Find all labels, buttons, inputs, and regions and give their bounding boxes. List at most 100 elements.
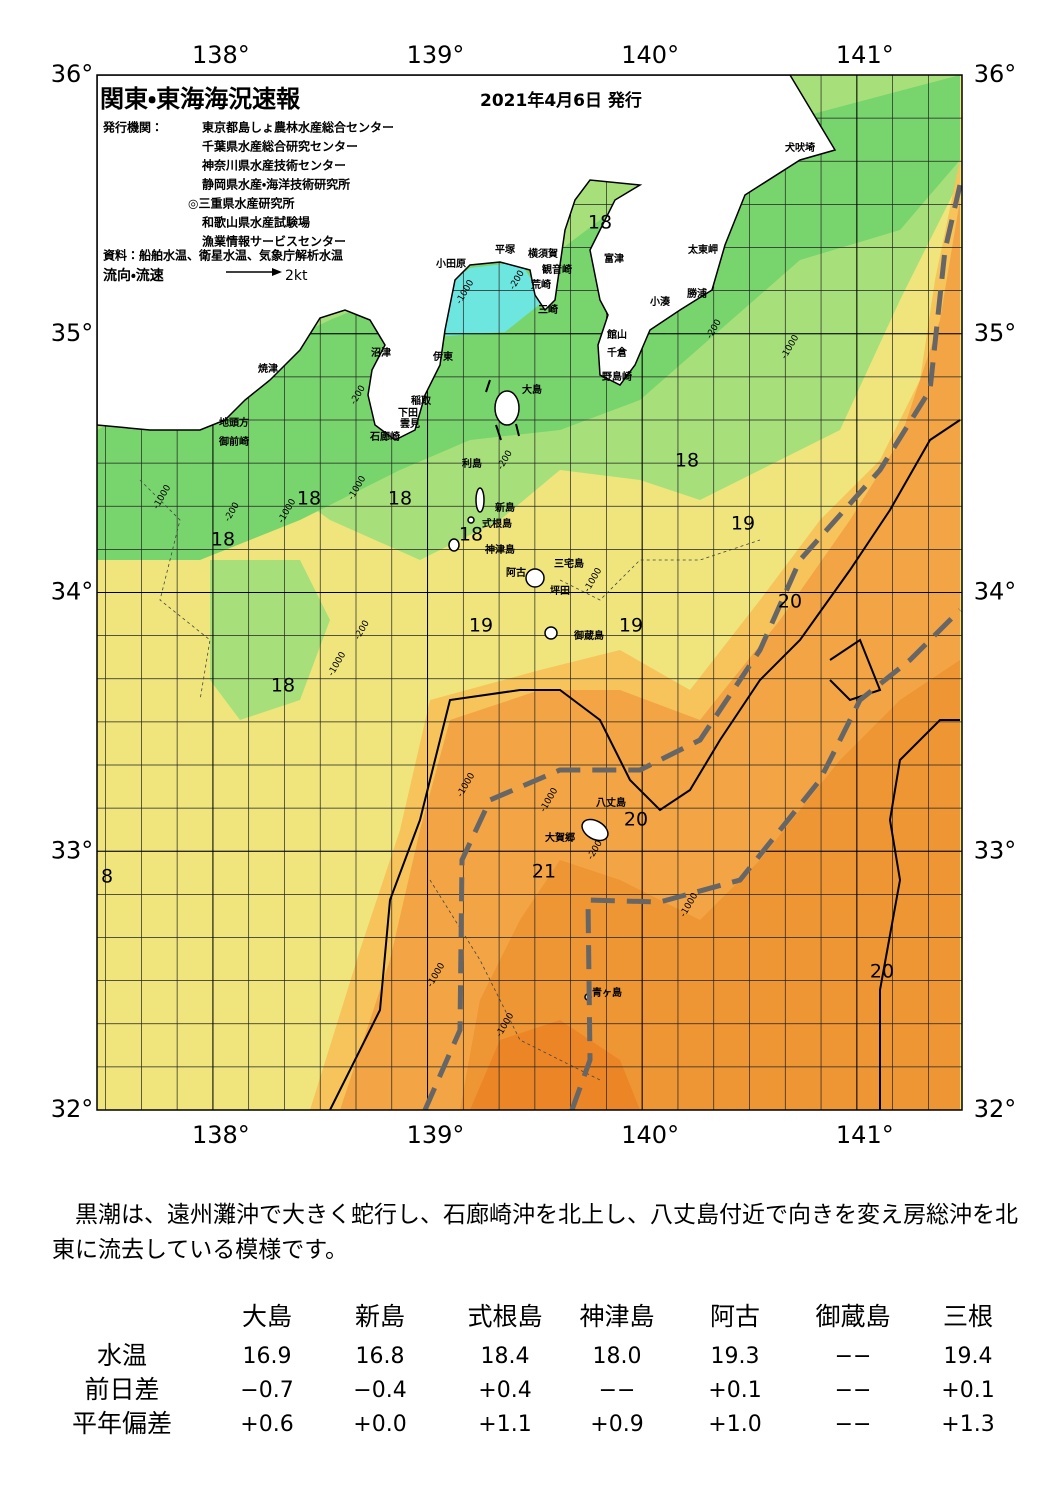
place-name: 横須賀 xyxy=(528,247,558,260)
legend-arrowhead xyxy=(272,268,282,276)
place-name: 式根島 xyxy=(482,517,512,530)
place-name: 観音崎 xyxy=(542,263,572,276)
table-cell: −0.4 xyxy=(353,1378,406,1403)
table-header: 大島 xyxy=(242,1302,292,1331)
place-name: 大島 xyxy=(522,383,542,396)
place-name: 下田 xyxy=(398,407,418,419)
temperature-label: 18 xyxy=(388,488,412,510)
place-name: 三宅島 xyxy=(554,557,584,570)
place-name: 地頭方 xyxy=(219,416,249,429)
y-tick-label: 36° xyxy=(974,60,1017,88)
temperature-label: 19 xyxy=(619,615,643,637)
issuer-label: 発行機関： xyxy=(102,120,163,135)
row-label: 前日差 xyxy=(84,1375,159,1404)
y-tick-label: 34° xyxy=(51,578,94,606)
y-tick-label: 35° xyxy=(974,319,1017,347)
x-tick-label: 139° xyxy=(407,1121,465,1149)
island xyxy=(544,626,558,640)
temperature-label: 8 xyxy=(101,866,113,888)
table-cell: 19.4 xyxy=(944,1344,993,1369)
sea-cyan xyxy=(440,262,545,336)
table-cell: 16.8 xyxy=(356,1344,405,1369)
island xyxy=(475,487,485,513)
place-name: 石廊崎 xyxy=(369,430,400,443)
kuroshio-line xyxy=(422,184,962,1110)
y-tick-label: 36° xyxy=(51,60,94,88)
table-header: 三根 xyxy=(943,1302,993,1331)
sea-temperature-map xyxy=(97,75,962,1110)
temperature-label: 18 xyxy=(588,212,612,234)
place-name: 荒崎 xyxy=(530,278,551,291)
table-cell: −− xyxy=(835,1378,872,1403)
island xyxy=(494,390,520,426)
temperature-label: 18 xyxy=(271,675,295,697)
issuer: ◎三重県水産研究所 xyxy=(188,196,294,211)
flow-arrow xyxy=(515,423,520,437)
issuer: 東京都島しょ農林水産総合センター xyxy=(202,120,394,135)
island xyxy=(448,538,460,552)
table-cell: +1.1 xyxy=(478,1412,531,1437)
place-name: 雲見 xyxy=(400,418,420,430)
table-cell: +1.3 xyxy=(941,1412,994,1437)
island xyxy=(467,516,475,524)
place-name: 焼津 xyxy=(258,362,278,375)
temperature-label: 18 xyxy=(459,524,483,546)
depth-line xyxy=(139,479,211,701)
table-header: 新島 xyxy=(355,1302,405,1331)
legend-speed: 2kt xyxy=(285,268,308,284)
temperature-label: 18 xyxy=(675,450,699,472)
table-cell: +0.1 xyxy=(941,1378,994,1403)
place-name: 野島崎 xyxy=(602,370,632,383)
issuer: 和歌山県水産試験場 xyxy=(201,215,310,230)
place-name: 大賀郷 xyxy=(545,831,575,844)
place-name: 小湊 xyxy=(649,295,671,308)
y-tick-label: 32° xyxy=(974,1095,1017,1123)
table-cell: 18.4 xyxy=(481,1344,530,1369)
contour-line xyxy=(829,638,882,702)
table-cell: −− xyxy=(835,1412,872,1437)
flow-arrow xyxy=(485,379,491,393)
table-header: 阿古 xyxy=(710,1302,760,1331)
place-name: 伊東 xyxy=(432,350,453,363)
issue-date: 2021年4月6日 発行 xyxy=(480,90,642,111)
place-name: 館山 xyxy=(606,328,627,341)
y-tick-label: 33° xyxy=(51,836,94,864)
map-title: 関東・東海海況速報 xyxy=(100,85,301,113)
issuer: 静岡県水産・海洋技術研究所 xyxy=(202,177,350,192)
y-tick-label: 35° xyxy=(51,319,94,347)
contours xyxy=(329,419,961,1110)
temperature-label: 19 xyxy=(731,513,755,535)
kuroshio-axis xyxy=(422,184,962,1110)
temperature-label: 18 xyxy=(211,529,235,551)
place-name: 利島 xyxy=(462,457,482,470)
table-cell: −− xyxy=(599,1378,636,1403)
summary-text: 黒潮は、遠州灘沖で大きく蛇行し、石廊崎沖を北上し、八丈島付近で向きを変え房総沖を… xyxy=(52,1202,1018,1263)
row-label: 水温 xyxy=(97,1341,147,1370)
x-tick-label: 141° xyxy=(836,1121,894,1149)
place-name: 新島 xyxy=(494,501,515,514)
issuer: 神奈川県水産技術センター xyxy=(201,158,346,173)
temperature-label: 18 xyxy=(297,488,321,510)
land xyxy=(97,75,837,441)
y-tick-label: 33° xyxy=(974,836,1017,864)
table-cell: −− xyxy=(835,1344,872,1369)
place-name: 三崎 xyxy=(538,303,558,316)
island xyxy=(525,568,545,588)
table-cell: 16.9 xyxy=(243,1344,292,1369)
row-label: 平年偏差 xyxy=(72,1409,172,1438)
place-name: 太東岬 xyxy=(687,243,718,256)
depth-line xyxy=(559,539,761,601)
x-tick-label: 139° xyxy=(407,41,465,69)
x-tick-label: 138° xyxy=(192,41,250,69)
x-tick-label: 138° xyxy=(192,1121,250,1149)
islands xyxy=(448,390,609,1001)
place-name: 稲取 xyxy=(411,394,432,407)
temperature-label: 19 xyxy=(469,615,493,637)
x-tick-label: 140° xyxy=(621,41,679,69)
place-name: 沼津 xyxy=(371,346,391,359)
table-cell: +0.9 xyxy=(590,1412,643,1437)
table-cell: +1.0 xyxy=(708,1412,761,1437)
place-name: 小田原 xyxy=(435,257,466,270)
kuroshio-line xyxy=(569,608,962,1110)
